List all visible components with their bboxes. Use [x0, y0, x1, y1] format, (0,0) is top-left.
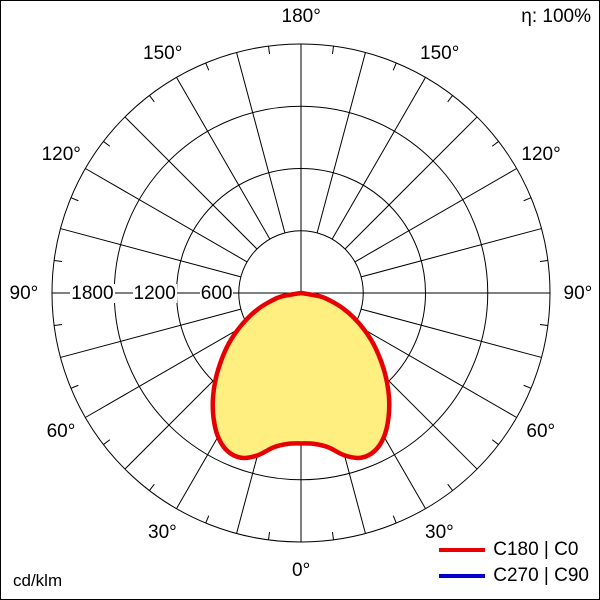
grid-minor-tick-202.5	[205, 62, 210, 71]
angle-label-60-left: 60°	[46, 421, 76, 442]
radial-tick-1800: 1800	[70, 282, 115, 304]
unit-label: cd/klm	[13, 571, 63, 590]
grid-minor-tick-97.5	[539, 260, 548, 263]
grid-minor-tick-262.5	[54, 260, 63, 263]
grid-minor-tick-187.5	[268, 46, 271, 55]
grid-spoke-105	[361, 228, 542, 278]
grid-spoke-225	[124, 116, 258, 250]
grid-spoke-240	[85, 168, 248, 263]
legend: C180 | C0 C270 | C90	[439, 539, 589, 587]
radial-tick-600: 600	[199, 282, 234, 304]
grid-spoke-135	[344, 116, 478, 250]
grid-minor-tick-322.5	[149, 483, 155, 491]
legend-label-c270-c90: C270 | C90	[493, 565, 589, 586]
grid-minor-tick-277.5	[54, 323, 63, 326]
angle-label-120-right: 120°	[521, 144, 561, 165]
grid-spoke-120	[354, 168, 517, 263]
grid-minor-tick-7.5	[331, 531, 334, 540]
legend-item-c180-c0: C180 | C0	[439, 539, 589, 561]
angle-label-60-right: 60°	[526, 421, 556, 442]
grid-minor-tick-52.5	[491, 439, 499, 445]
grid-minor-tick-127.5	[491, 141, 499, 147]
grid-spoke-75	[361, 308, 542, 358]
grid-minor-tick-112.5	[523, 197, 532, 202]
angle-label-120-left: 120°	[41, 144, 81, 165]
intensity-curve-c180-c0	[210, 290, 392, 461]
angle-label-90-left: 90°	[9, 282, 39, 304]
grid-minor-tick-142.5	[447, 95, 453, 103]
angle-label-180-top: 180°	[281, 5, 321, 27]
grid-minor-tick-292.5	[70, 384, 79, 389]
legend-swatch-red	[439, 548, 486, 552]
grid-minor-tick-22.5	[392, 515, 397, 524]
grid-spoke-165	[316, 52, 366, 233]
angle-label-30-bottom-right: 30°	[425, 522, 454, 544]
grid-spoke-195	[236, 52, 286, 233]
grid-spoke-255	[60, 228, 241, 278]
angle-label-30-bottom-left: 30°	[148, 522, 177, 544]
grid-minor-tick-67.5	[523, 384, 532, 389]
grid-spoke-285	[60, 308, 241, 358]
angle-label-150-top-left: 150°	[143, 42, 183, 64]
efficiency-label: η: 100%	[521, 6, 591, 27]
grid-minor-tick-247.5	[70, 197, 79, 202]
grid-minor-tick-337.5	[205, 515, 210, 524]
legend-swatch-blue	[439, 574, 486, 578]
grid-minor-tick-307.5	[103, 439, 111, 445]
grid-minor-tick-217.5	[149, 95, 155, 103]
grid-minor-tick-157.5	[392, 62, 397, 71]
grid-minor-tick-352.5	[268, 531, 271, 540]
legend-item-c270-c90: C270 | C90	[439, 565, 589, 587]
grid-minor-tick-37.5	[447, 483, 453, 491]
grid-minor-tick-172.5	[331, 46, 334, 55]
grid-minor-tick-232.5	[103, 141, 111, 147]
intensity-curve-fill	[212, 293, 390, 458]
grid-spoke-210	[176, 77, 271, 240]
angle-label-90-right: 90°	[563, 282, 593, 304]
radial-tick-1200: 1200	[132, 282, 177, 304]
grid-spoke-150	[331, 77, 426, 240]
angle-label-0-bottom: 0°	[292, 559, 311, 581]
grid-spoke-300	[85, 323, 248, 418]
grid-minor-tick-82.5	[539, 323, 548, 326]
angle-label-150-top-right: 150°	[420, 42, 460, 64]
grid-spoke-60	[354, 323, 517, 418]
legend-label-c180-c0: C180 | C0	[493, 539, 579, 560]
